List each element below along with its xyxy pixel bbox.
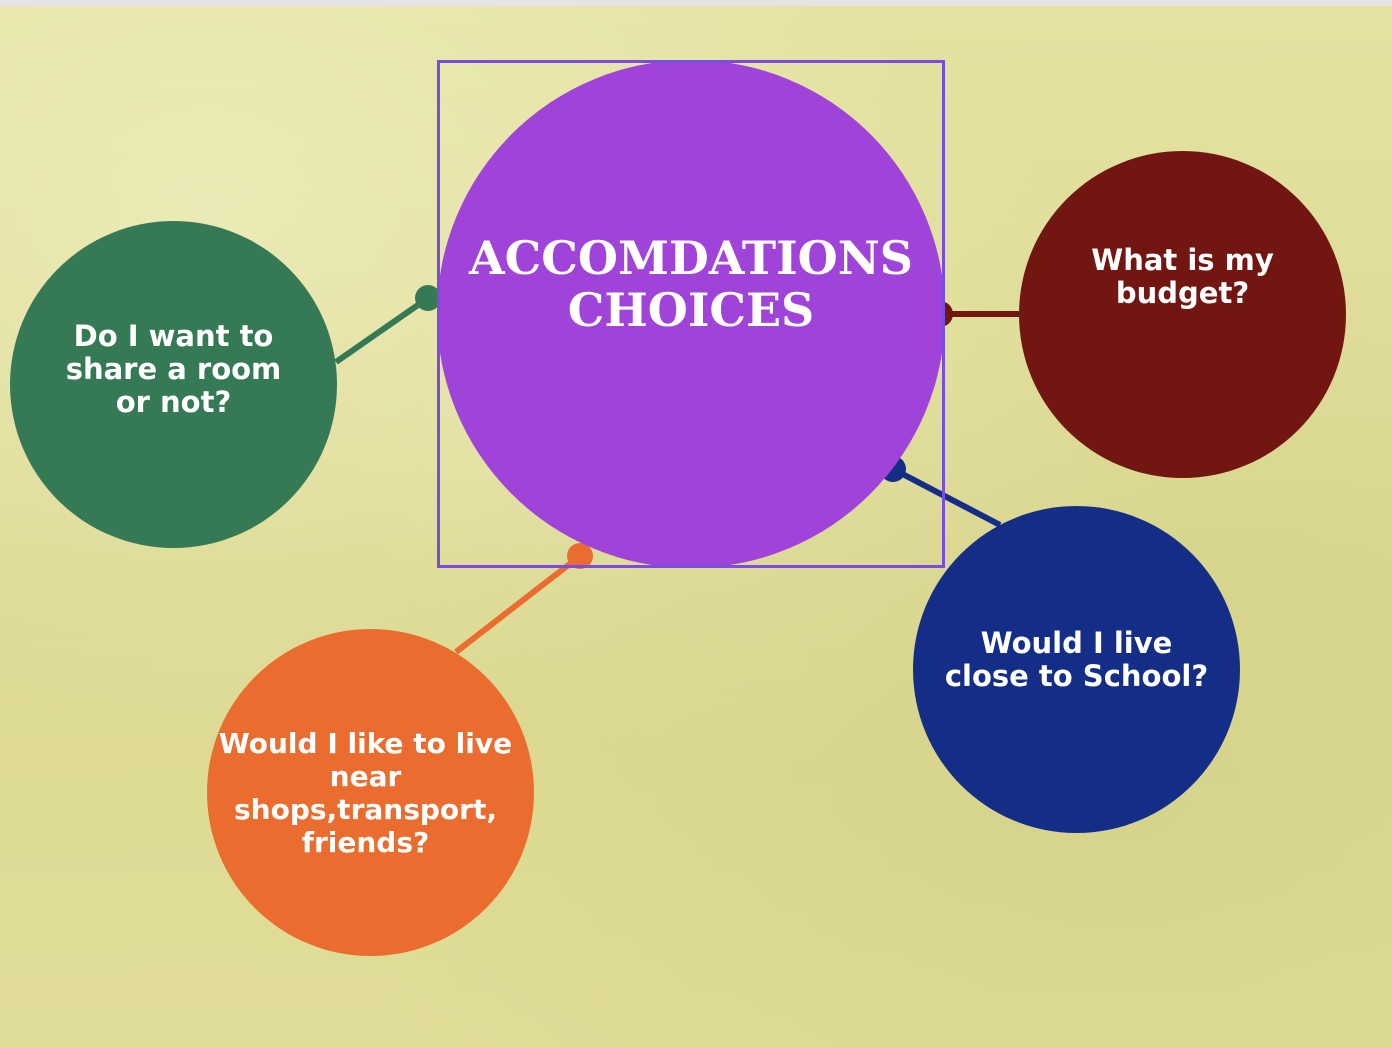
node-school-line-1: Would I live: [980, 625, 1173, 660]
top-strip: [0, 0, 1392, 6]
node-share-line-3: or not?: [115, 385, 232, 419]
selection-box[interactable]: [437, 60, 945, 568]
node-share-line-2: share a room: [65, 352, 282, 386]
node-budget-line-1: What is my: [1091, 243, 1274, 277]
node-share-room[interactable]: Do I want to share a room or not?: [10, 221, 337, 548]
node-shops-line-1: Would I like to live: [218, 726, 513, 760]
node-school-line-2: close to School?: [944, 658, 1209, 693]
node-budget[interactable]: What is my budget?: [1019, 151, 1346, 478]
node-school[interactable]: Would I live close to School?: [913, 506, 1240, 833]
connector-share: [334, 295, 430, 365]
connector-school: [891, 466, 1002, 528]
center-title-line-2: CHOICES: [567, 283, 815, 337]
node-share-line-1: Do I want to: [73, 319, 274, 353]
connector-dot-share: [415, 285, 441, 311]
node-shops-line-3: shops,transport,: [234, 792, 497, 826]
center-bubble[interactable]: ACCOMDATIONS CHOICES: [437, 60, 945, 568]
node-shops[interactable]: Would I like to live near shops,transpor…: [207, 629, 534, 956]
connector-shops: [454, 553, 582, 655]
node-shops-line-4: friends?: [301, 825, 430, 859]
node-budget-line-2: budget?: [1115, 276, 1250, 310]
center-title-line-1: ACCOMDATIONS: [468, 231, 914, 285]
node-shops-line-2: near: [329, 759, 402, 793]
connector-dot-shops: [567, 543, 593, 569]
